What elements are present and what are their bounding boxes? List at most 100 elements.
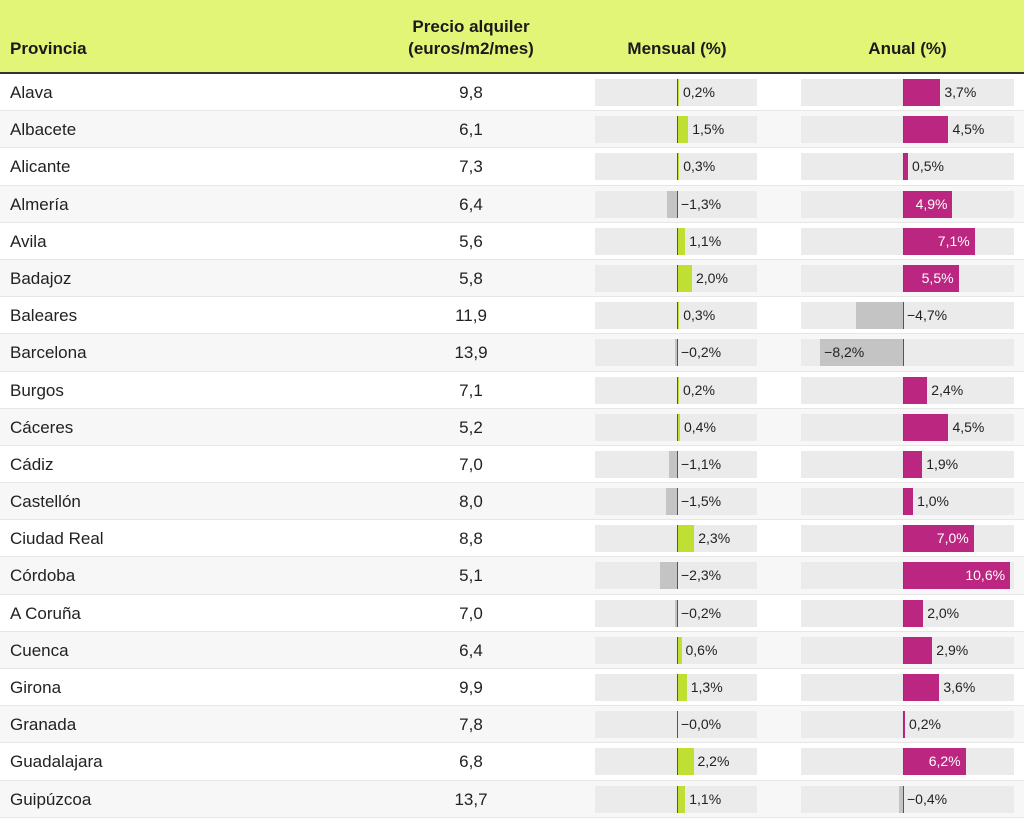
zero-line: [677, 488, 678, 516]
mensual-label: −1,1%: [681, 455, 722, 472]
mensual-bar: [677, 153, 680, 181]
table-row: A Coruña 7,0 −0,2% 2,0%: [0, 595, 1024, 632]
precio-cell: 13,7: [454, 789, 488, 809]
table-row: Burgos 7,1 0,2% 2,4%: [0, 372, 1024, 409]
mensual-track: 2,0%: [595, 264, 757, 292]
anual-bar: [903, 711, 906, 739]
provincia-cell: Baleares: [10, 306, 78, 326]
zero-line: [677, 376, 678, 404]
provincia-cell: Barcelona: [10, 343, 87, 363]
anual-track: 3,7%: [801, 79, 1014, 106]
anual-label: 2,4%: [931, 381, 964, 398]
anual-label: 2,0%: [927, 604, 960, 621]
mensual-track: 0,6%: [595, 636, 757, 664]
zero-line: [903, 450, 904, 478]
anual-label: 1,0%: [917, 493, 950, 510]
anual-bar: [903, 450, 923, 478]
table-row: Almería 6,4 −1,3% 4,9%: [0, 185, 1024, 223]
precio-cell: 6,4: [459, 640, 483, 660]
precio-cell: 7,8: [459, 715, 483, 735]
mensual-bar: [675, 599, 677, 627]
anual-label: 1,9%: [926, 455, 959, 472]
mensual-bar: [675, 339, 677, 367]
table-row: Cáceres 5,2 0,4% 4,5%: [0, 408, 1024, 446]
zero-line: [903, 562, 904, 590]
zero-line: [677, 674, 678, 701]
anual-label: 6,2%: [928, 753, 961, 770]
mensual-bar: [677, 413, 680, 441]
zero-line: [903, 599, 904, 627]
anual-bar: [903, 79, 941, 106]
anual-label: 4,5%: [952, 418, 985, 435]
anual-track: −0,4%: [801, 785, 1014, 813]
mensual-label: −2,3%: [681, 567, 722, 584]
table-row: Barcelona 13,9 −0,2% −8,2%: [0, 334, 1024, 372]
anual-bar: [903, 488, 914, 516]
header-mensual[interactable]: Mensual (%): [627, 39, 727, 58]
anual-track: 1,0%: [801, 488, 1014, 516]
mensual-track: 1,1%: [595, 785, 757, 813]
zero-line: [903, 116, 904, 144]
zero-line: [677, 302, 678, 330]
mensual-bar: [677, 116, 689, 144]
mensual-track: −2,3%: [595, 562, 757, 590]
mensual-label: 2,0%: [696, 269, 728, 286]
mensual-bar: [677, 748, 694, 776]
anual-bar: [903, 227, 975, 255]
precio-cell: 11,9: [455, 306, 487, 326]
anual-label: −4,7%: [907, 307, 948, 324]
mensual-label: −0,0%: [681, 716, 722, 733]
zero-line: [903, 748, 904, 776]
table-row: Granada 7,8 −0,0% 0,2%: [0, 706, 1024, 744]
mensual-track: −0,2%: [595, 339, 757, 367]
anual-label: 3,7%: [944, 84, 977, 100]
anual-track: −4,7%: [801, 302, 1014, 330]
precio-cell: 7,0: [459, 603, 483, 623]
mensual-track: −1,3%: [595, 190, 757, 218]
anual-track: 2,9%: [801, 636, 1014, 664]
provincia-cell: Cádiz: [10, 454, 54, 474]
table-row: Alicante 7,3 0,3% 0,5%: [0, 148, 1024, 186]
anual-label: 3,6%: [943, 679, 976, 695]
anual-bar: [820, 339, 903, 367]
zero-line: [677, 785, 678, 813]
anual-label: 4,9%: [915, 195, 948, 212]
precio-cell: 7,1: [459, 380, 483, 400]
header-anual[interactable]: Anual (%): [868, 39, 947, 58]
zero-line: [677, 153, 678, 181]
zero-line: [903, 190, 904, 218]
header-precio-line1: Precio alquiler: [412, 17, 530, 36]
mensual-label: 0,3%: [683, 307, 716, 324]
zero-line: [677, 79, 678, 106]
mensual-bar: [677, 636, 682, 664]
anual-bar: [903, 599, 924, 627]
zero-line: [903, 153, 904, 181]
anual-label: 7,0%: [936, 530, 969, 547]
precio-cell: 6,8: [459, 752, 483, 772]
zero-line: [903, 264, 904, 292]
provincia-cell: Badajoz: [10, 268, 72, 288]
provincia-cell: Cuenca: [10, 640, 69, 660]
provincia-cell: Almería: [10, 194, 69, 214]
mensual-track: 0,3%: [595, 302, 757, 330]
anual-track: 4,5%: [801, 116, 1014, 144]
provincia-cell: A Coruña: [10, 603, 81, 623]
mensual-track: −1,5%: [595, 488, 757, 516]
zero-line: [903, 376, 904, 404]
mensual-label: 1,3%: [690, 679, 723, 695]
anual-label: 0,2%: [909, 716, 941, 733]
table-row: Alava 9,8 0,2% 3,7%: [0, 74, 1024, 112]
anual-track: 2,0%: [801, 599, 1014, 627]
anual-bar: [903, 116, 949, 144]
anual-label: 5,5%: [921, 269, 954, 286]
table-row: Albacete 6,1 1,5% 4,5%: [0, 111, 1024, 149]
mensual-label: −0,2%: [681, 344, 722, 361]
anual-bar: [903, 190, 953, 218]
provincia-cell: Burgos: [10, 380, 64, 400]
zero-line: [677, 227, 678, 255]
zero-line: [903, 785, 904, 813]
header-provincia[interactable]: Provincia: [10, 39, 87, 58]
zero-line: [677, 264, 678, 292]
anual-bar: [903, 674, 940, 701]
header-precio[interactable]: Precio alquiler (euros/m2/mes): [380, 16, 562, 60]
